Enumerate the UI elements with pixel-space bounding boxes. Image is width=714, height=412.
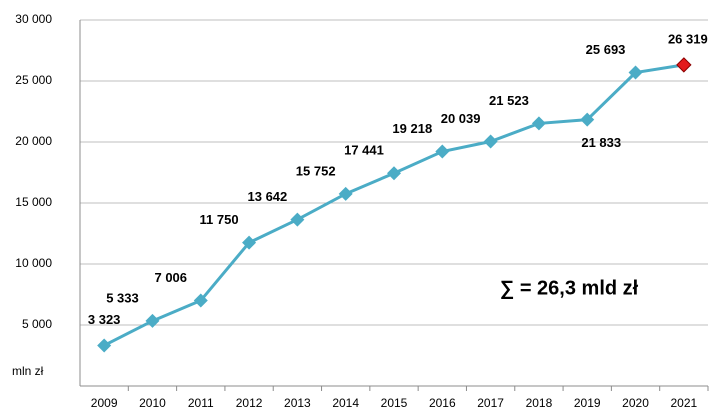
x-tick-label: 2017: [477, 396, 504, 410]
marker: [387, 166, 401, 181]
marker: [242, 235, 257, 250]
x-tick-label: 2020: [622, 396, 649, 410]
y-unit-label: mln zł: [12, 364, 44, 378]
x-tick-label: 2009: [91, 396, 118, 410]
value-label: 11 750: [200, 212, 239, 227]
value-label: 21 523: [489, 93, 529, 108]
value-label: 20 039: [441, 111, 481, 126]
y-tick-label: 20 000: [15, 134, 52, 148]
marker: [193, 293, 208, 308]
value-label: 26 319: [668, 31, 708, 46]
marker: [531, 116, 546, 131]
y-tick-label: 30 000: [15, 12, 52, 26]
value-label: 13 642: [248, 189, 288, 204]
marker: [290, 212, 305, 227]
marker: [338, 186, 353, 201]
value-label: 15 752: [296, 163, 336, 178]
value-label: 21 833: [581, 135, 621, 150]
x-tick-label: 2014: [332, 396, 359, 410]
marker: [676, 57, 692, 73]
y-tick-label: 5 000: [22, 317, 52, 331]
marker: [97, 338, 112, 353]
marker: [628, 65, 643, 80]
x-tick-label: 2016: [429, 396, 456, 410]
value-label: 17 441: [344, 143, 384, 158]
x-tick-label: 2015: [381, 396, 408, 410]
value-label: 25 693: [586, 42, 626, 57]
x-tick-label: 2013: [284, 396, 311, 410]
marker: [145, 313, 160, 328]
marker: [483, 134, 498, 149]
x-tick-label: 2021: [670, 396, 697, 410]
x-tick-label: 2011: [188, 396, 214, 410]
value-label: 3 323: [88, 312, 121, 327]
marker: [435, 144, 450, 159]
series-line: [103, 63, 685, 347]
x-tick-label: 2012: [236, 396, 263, 410]
y-tick-label: 10 000: [15, 256, 52, 270]
y-tick-label: 25 000: [15, 73, 52, 87]
value-label: 19 218: [392, 121, 432, 136]
x-tick-label: 2010: [139, 396, 166, 410]
marker: [580, 112, 595, 127]
y-tick-label: 15 000: [15, 195, 52, 209]
x-tick-label: 2018: [526, 396, 553, 410]
annotation: ∑ = 26,3 mld zł: [500, 277, 639, 299]
value-label: 5 333: [106, 290, 139, 305]
x-tick-label: 2019: [574, 396, 601, 410]
value-label: 7 006: [154, 270, 187, 285]
